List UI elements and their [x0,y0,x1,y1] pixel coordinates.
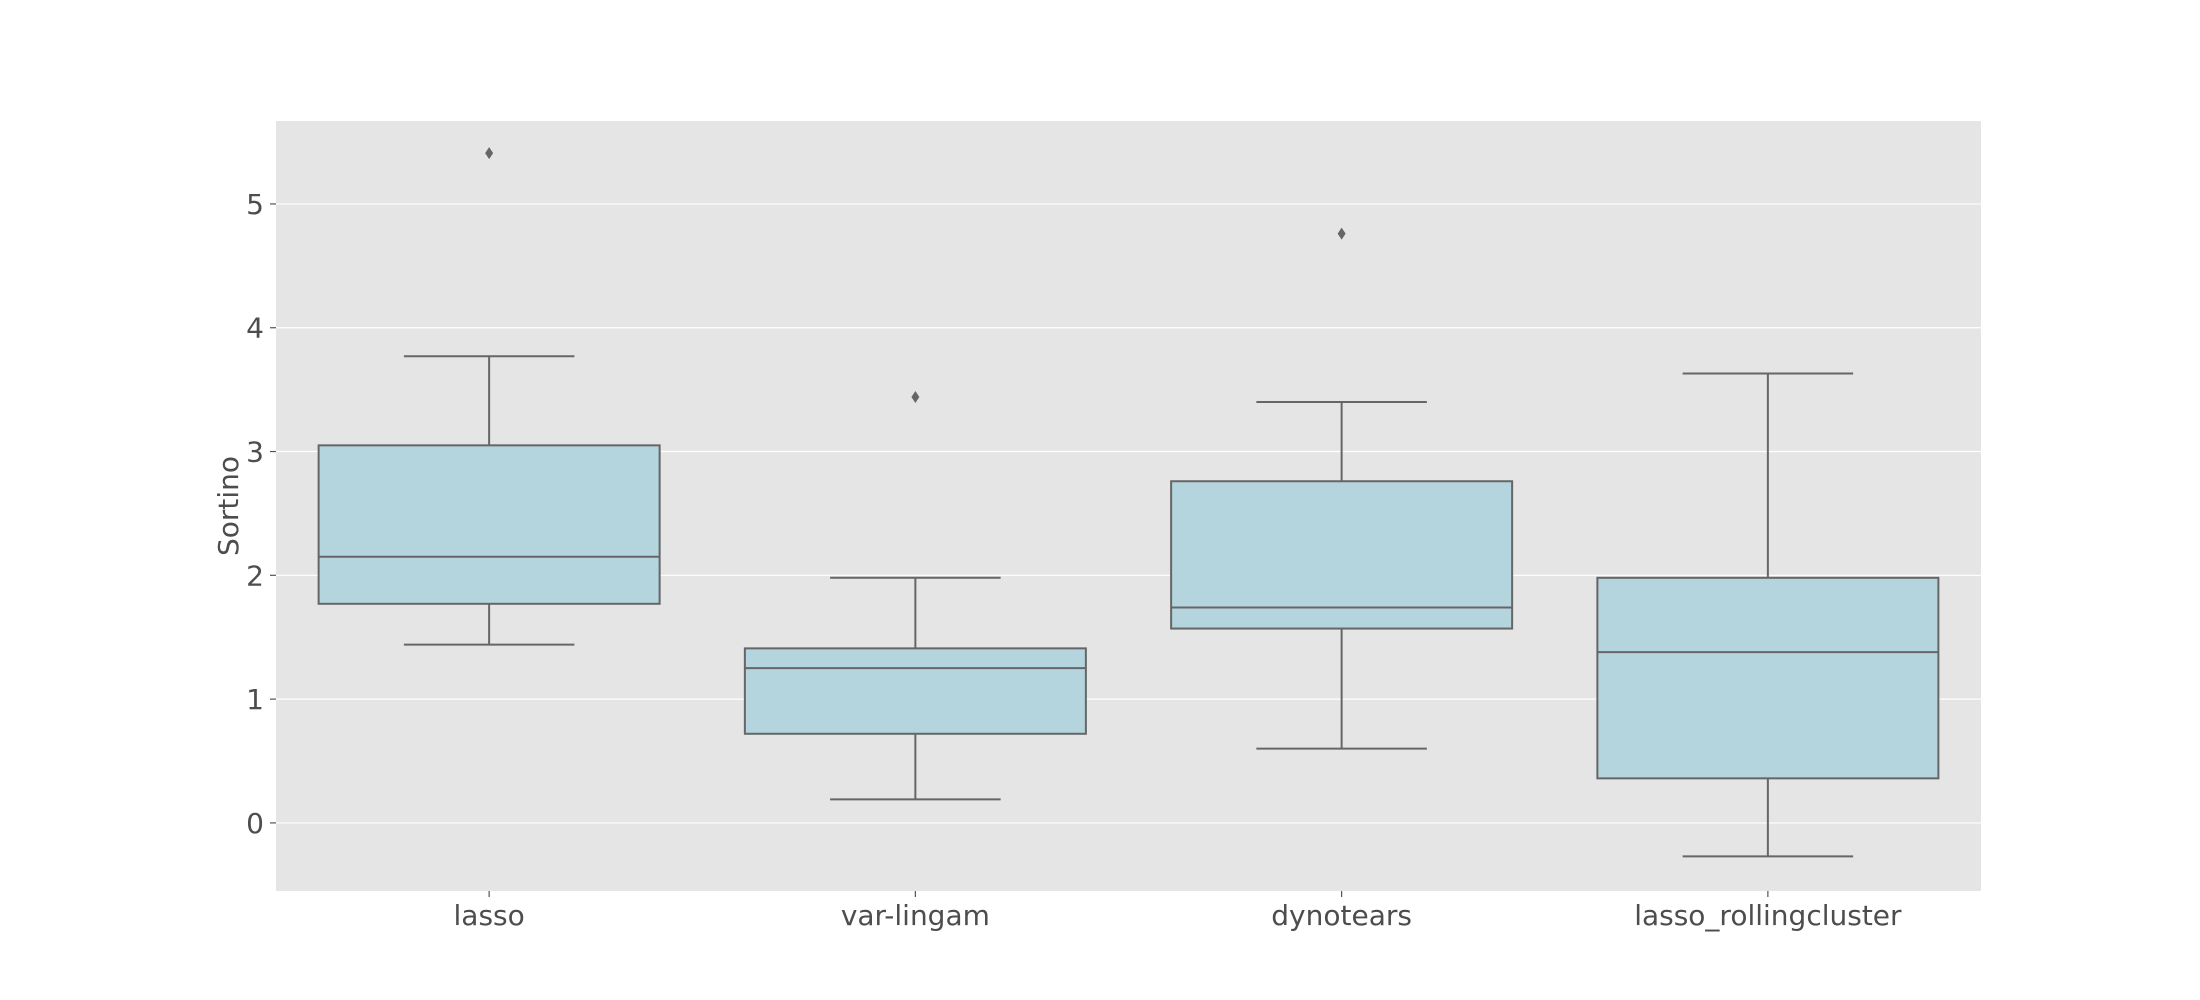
iqr-box [1170,480,1514,630]
y-tick-label: 0 [246,807,264,840]
box-var-lingam [743,391,1087,801]
box-lasso [317,147,661,646]
outlier-point [911,391,920,404]
outlier-point [1337,227,1346,240]
box-dynotears [1170,227,1514,750]
x-tick-label: lasso [454,899,525,932]
y-axis-label: Sortino [212,456,245,556]
outlier-point [485,147,494,160]
box-lasso_rollingcluster [1596,372,1940,858]
y-tick-label: 4 [246,312,264,345]
x-axis: lasso var-lingam dynotears lasso_rollingclu… [454,891,1902,932]
iqr-box [317,444,661,605]
iqr-box [1596,576,1940,780]
y-tick-label: 5 [246,188,264,221]
iqr-box [743,647,1087,735]
y-axis: 0 1 2 3 4 5 [246,188,276,840]
y-tick-label: 1 [246,683,264,716]
y-tick-label: 2 [246,559,264,592]
x-tick-label: dynotears [1271,899,1412,932]
x-tick-label: var-lingam [841,899,990,932]
y-tick-label: 3 [246,436,264,469]
x-tick-label: lasso_rollingcluster [1634,899,1902,932]
boxes [317,147,1940,858]
